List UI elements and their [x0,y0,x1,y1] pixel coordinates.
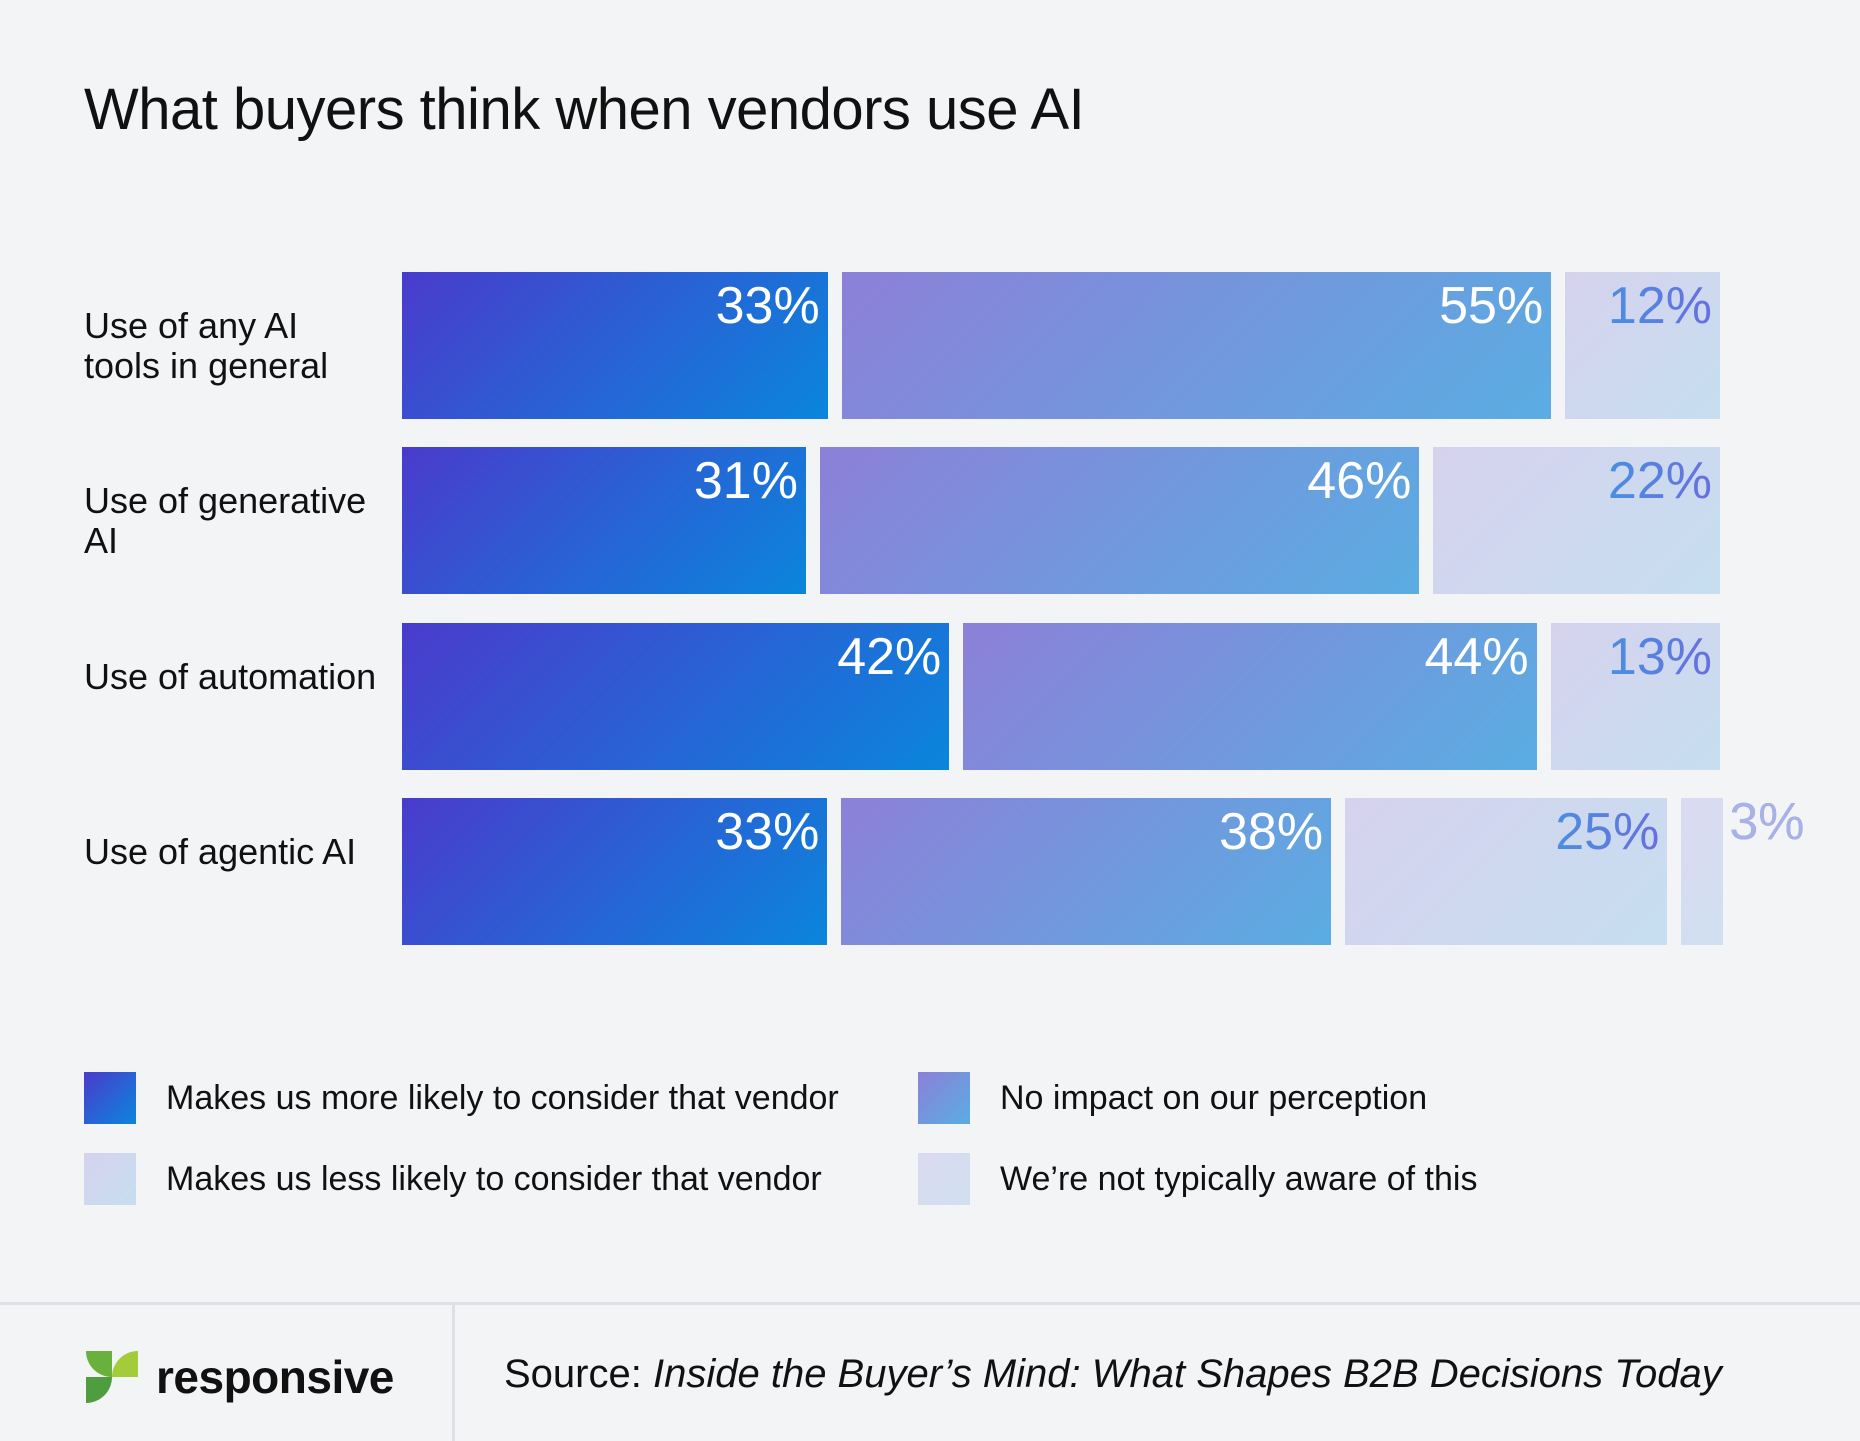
legend-item: No impact on our perception [918,1072,1427,1124]
category-label: Use of automation [84,655,377,697]
category-label: Use of any AI tools in general [84,304,329,386]
bar-segment: 38% [841,798,1332,945]
bar-segment: 44% [963,623,1537,770]
footer-vertical-divider [452,1305,455,1441]
legend-label: We’re not typically aware of this [1000,1159,1478,1198]
legend-swatch [84,1153,136,1205]
category-label: Use of agentic AI [84,830,357,872]
legend-item: Makes us less likely to consider that ve… [84,1153,822,1205]
legend-item: We’re not typically aware of this [918,1153,1477,1205]
data-label: 42% [837,628,942,686]
legend-item: Makes us more likely to consider that ve… [84,1072,839,1124]
data-label: 46% [1307,452,1412,510]
legend-swatch [918,1153,970,1205]
data-label: 22% [1607,452,1712,510]
responsive-logo: responsive [86,1350,394,1404]
data-label: 44% [1424,628,1529,686]
bar-segment: 55% [841,272,1552,419]
data-label: 13% [1607,628,1712,686]
data-label: 25% [1555,803,1660,861]
bar-segment: 33% [402,798,828,945]
chart-title: What buyers think when vendors use AI [84,77,1085,142]
bar-segment: 31% [402,447,806,594]
bar-segment: 12% [1565,272,1720,419]
data-label: 33% [715,277,820,335]
bar-segment: 13% [1550,623,1720,770]
bar-segment: 25% [1345,798,1668,945]
bar-segment: 3% [1681,793,1804,945]
bar-segment: 46% [819,447,1420,594]
legend-swatch [918,1072,970,1124]
data-label: 12% [1607,277,1712,335]
brand-name: responsive [156,1351,394,1403]
data-label: 55% [1439,277,1544,335]
source-prefix: Source: [504,1352,642,1396]
legend-swatch [84,1072,136,1124]
legend-label: Makes us less likely to consider that ve… [166,1159,822,1198]
bar-segment: 33% [402,272,828,419]
legend-label: No impact on our perception [1000,1078,1428,1117]
data-label: 38% [1219,803,1324,861]
data-label: 3% [1729,793,1805,851]
bar-segment: 22% [1433,447,1720,594]
data-label: 31% [693,452,798,510]
responsive-leaf-icon [86,1351,138,1403]
footer-divider [0,1302,1860,1305]
source-citation: Source: Inside the Buyer’s Mind: What Sh… [504,1352,1722,1397]
legend-label: Makes us more likely to consider that ve… [166,1078,839,1117]
bar-segment: 42% [402,623,950,770]
data-label: 33% [715,803,820,861]
category-label: Use of generative AI [84,479,367,561]
source-title: Inside the Buyer’s Mind: What Shapes B2B… [652,1352,1722,1396]
